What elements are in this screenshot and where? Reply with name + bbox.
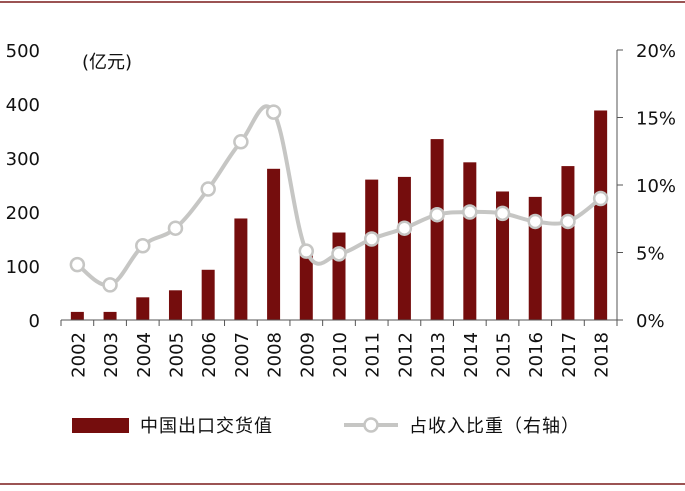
legend: 中国出口交货值 占收入比重（右轴） xyxy=(72,416,580,437)
bar-2006 xyxy=(201,269,215,320)
x-axis-tick-label: 2014 xyxy=(461,332,482,378)
ratio-point-2011 xyxy=(363,231,380,247)
x-axis-tick-label: 2015 xyxy=(494,332,515,378)
ratio-point-2002 xyxy=(69,256,86,273)
bar-2007 xyxy=(234,218,248,320)
ratio-point-2014 xyxy=(462,204,478,220)
x-axis-tick-label: 2012 xyxy=(395,332,416,378)
bar-2017 xyxy=(561,166,575,320)
bar-2012 xyxy=(397,176,411,320)
x-axis-tick-label: 2003 xyxy=(101,332,122,378)
ratio-point-2013 xyxy=(429,206,445,223)
ratio-point-2018 xyxy=(592,190,609,207)
right-axis-tick-label: 10% xyxy=(636,176,676,197)
ratio-point-2005 xyxy=(167,220,184,236)
x-axis-tick-label: 2008 xyxy=(265,332,286,378)
x-axis-tick-label: 2016 xyxy=(526,332,547,378)
left-axis-unit: (亿元) xyxy=(82,52,132,73)
right-axis-tick-label: 0% xyxy=(636,311,665,332)
x-axis-tick-label: 2006 xyxy=(199,332,220,378)
left-axis-tick-label: 300 xyxy=(6,149,40,170)
legend-bar-swatch xyxy=(72,418,129,433)
x-axis-tick-label: 2002 xyxy=(68,332,89,378)
ratio-point-2007 xyxy=(233,134,249,150)
ratio-point-2017 xyxy=(560,213,576,230)
x-axis-tick-label: 2011 xyxy=(363,332,384,378)
x-axis-tick-label: 2004 xyxy=(134,332,155,378)
x-axis-tick-label: 2013 xyxy=(428,332,449,378)
legend-bar-label: 中国出口交货值 xyxy=(140,416,273,437)
right-axis-tick-label: 5% xyxy=(636,244,665,265)
bar-2009 xyxy=(299,249,313,320)
bar-2018 xyxy=(594,110,608,320)
bar-2002 xyxy=(70,311,84,320)
right-axis-tick-label: 15% xyxy=(636,109,676,130)
legend-line-marker xyxy=(363,417,379,433)
x-axis-tick-label: 2005 xyxy=(166,332,187,378)
bar-2005 xyxy=(168,290,182,320)
bar-2014 xyxy=(463,162,477,320)
ratio-point-2008 xyxy=(265,104,282,120)
x-axis-tick-label: 2017 xyxy=(559,332,580,378)
left-axis-tick-label: 500 xyxy=(6,41,40,62)
x-axis-tick-label: 2007 xyxy=(232,332,253,378)
x-axis-tick-label: 2009 xyxy=(297,332,318,378)
legend-line-label: 占收入比重（右轴） xyxy=(409,416,580,437)
ratio-point-2016 xyxy=(527,213,543,230)
bar-2008 xyxy=(267,168,281,320)
left-axis-tick-label: 200 xyxy=(6,203,40,224)
left-axis-tick-label: 0 xyxy=(29,311,40,332)
ratio-point-2012 xyxy=(396,220,413,236)
bar-2015 xyxy=(496,191,510,320)
bar-2010 xyxy=(332,232,346,320)
x-axis-tick-label: 2010 xyxy=(330,332,351,378)
left-axis-tick-label: 400 xyxy=(6,95,40,116)
x-axis-tick-label: 2018 xyxy=(592,332,613,378)
ratio-point-2004 xyxy=(135,238,151,254)
ratio-point-2006 xyxy=(200,181,216,197)
bar-2003 xyxy=(103,311,117,320)
bar-2011 xyxy=(365,179,379,320)
ratio-point-2015 xyxy=(494,205,511,222)
right-axis-tick-label: 20% xyxy=(636,41,676,62)
bar-2013 xyxy=(430,139,444,320)
left-axis-tick-label: 100 xyxy=(6,257,40,278)
ratio-point-2003 xyxy=(102,277,118,293)
bar-2004 xyxy=(136,297,150,320)
ratio-point-2010 xyxy=(331,246,347,262)
ratio-point-2009 xyxy=(298,243,315,259)
